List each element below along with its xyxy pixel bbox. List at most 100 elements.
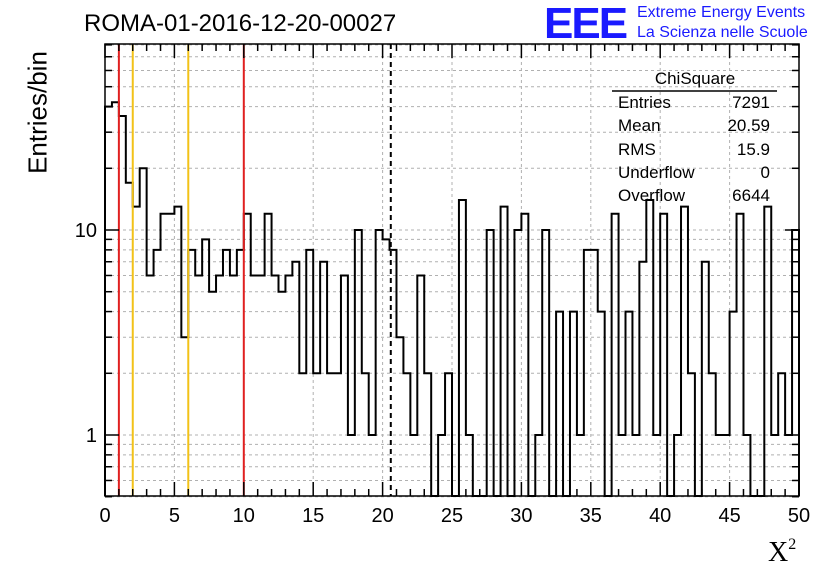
histogram-bin	[521, 214, 528, 496]
histogram-bin	[716, 435, 723, 496]
histogram-bin	[126, 183, 133, 496]
histogram-bin	[195, 275, 202, 496]
histogram-bin	[105, 107, 112, 496]
histogram-bin	[403, 373, 410, 496]
histogram-bin	[272, 275, 279, 496]
histogram-bin	[688, 373, 695, 496]
histogram-bin	[632, 435, 639, 496]
histogram-bin	[112, 102, 119, 496]
histogram-bin	[417, 275, 424, 496]
stats-row-overflow: Overflow 6644	[618, 186, 770, 205]
histogram-bin	[362, 373, 369, 496]
stats-row-underflow: Underflow 0	[618, 163, 770, 182]
x-tick-label: 35	[580, 505, 602, 527]
histogram-bin	[535, 435, 542, 496]
x-tick-label: 45	[718, 505, 740, 527]
histogram-bin	[410, 435, 417, 496]
histogram-bin	[792, 230, 799, 496]
histogram-bin	[514, 230, 521, 496]
histogram-bin	[501, 207, 508, 496]
histogram-bin	[188, 250, 195, 496]
histogram-bin	[334, 373, 341, 496]
histogram-bin	[285, 275, 292, 496]
histogram-bin	[369, 435, 376, 496]
x-tick-label: 10	[233, 505, 255, 527]
histogram-bin	[327, 373, 334, 496]
histogram-bin	[743, 435, 750, 496]
histogram-bin	[570, 312, 577, 496]
x-tick-label: 15	[302, 505, 324, 527]
histogram-bin	[154, 250, 161, 496]
histogram-bin	[209, 292, 216, 496]
histogram-bin	[306, 250, 313, 496]
histogram-bin	[299, 373, 306, 496]
histogram-bin	[251, 275, 258, 496]
histogram-bin	[612, 214, 619, 496]
stats-row-entries: Entries 7291	[618, 93, 770, 112]
histogram-bin	[702, 262, 709, 496]
histogram-bin	[313, 373, 320, 496]
x-tick-label: 40	[649, 505, 671, 527]
histogram-bin	[660, 214, 667, 496]
histogram-bin	[556, 312, 563, 496]
histogram-bin	[174, 207, 181, 496]
histogram-bin	[424, 373, 431, 496]
histogram-bin	[681, 207, 688, 496]
eee-logo: EEE	[544, 0, 628, 48]
histogram-bin	[445, 373, 452, 496]
histogram-bin	[730, 312, 737, 496]
histogram-bin	[383, 239, 390, 496]
x-tick-label: 0	[99, 505, 110, 527]
histogram-bin	[785, 435, 792, 496]
stats-row-rms: RMS 15.9	[618, 140, 770, 159]
histogram-bin	[709, 373, 716, 496]
histogram-bin	[438, 435, 445, 496]
histogram-bin	[244, 214, 251, 496]
histogram-bin	[258, 275, 265, 496]
histogram-bin	[653, 435, 660, 496]
histogram-bin	[646, 200, 653, 496]
histogram-bin	[674, 435, 681, 496]
histogram-bin	[487, 230, 494, 496]
histogram-bin	[140, 168, 147, 496]
histogram-bin	[619, 435, 626, 496]
histogram-bin	[292, 262, 299, 496]
histogram-series	[104, 101, 800, 497]
histogram-bin	[167, 214, 174, 496]
histogram-bin	[279, 292, 286, 496]
histogram-bin	[230, 275, 237, 496]
chart-title: ROMA-01-2016-12-20-00027	[84, 10, 397, 37]
x-tick-label: 30	[510, 505, 532, 527]
histogram-bin	[466, 435, 473, 496]
x-tick-label: 20	[371, 505, 393, 527]
logo-line-2: La Scienza nelle Scuole	[637, 24, 808, 41]
histogram-bin	[459, 200, 466, 496]
histogram-bin	[161, 214, 168, 496]
y-tick-label: 10	[75, 220, 97, 242]
histogram-bin	[626, 312, 633, 496]
histogram-bin	[181, 337, 188, 496]
histogram-bin	[598, 312, 605, 496]
histogram-bin	[265, 214, 272, 496]
histogram-bin	[591, 250, 598, 496]
stats-row-mean: Mean 20.59	[618, 116, 770, 135]
x-tick-label: 50	[788, 505, 810, 527]
x-axis-label: X2	[768, 536, 797, 568]
histogram-bin	[778, 373, 785, 496]
histogram-bin	[320, 262, 327, 496]
histogram-bin	[396, 337, 403, 496]
histogram-bin	[764, 207, 771, 496]
histogram-bin	[119, 116, 126, 496]
y-axis-label: Entries/bin	[22, 51, 53, 174]
histogram-bin	[771, 435, 778, 496]
histogram-bin	[376, 230, 383, 496]
x-tick-label: 5	[169, 505, 180, 527]
histogram-bin	[348, 435, 355, 496]
logo-line-1: Extreme Energy Events	[637, 4, 806, 21]
histogram-bin	[216, 275, 223, 496]
histogram-bin	[577, 435, 584, 496]
x-tick-label: 25	[441, 505, 463, 527]
stats-box-title: ChiSquare	[654, 69, 736, 88]
histogram-bin	[355, 230, 362, 496]
